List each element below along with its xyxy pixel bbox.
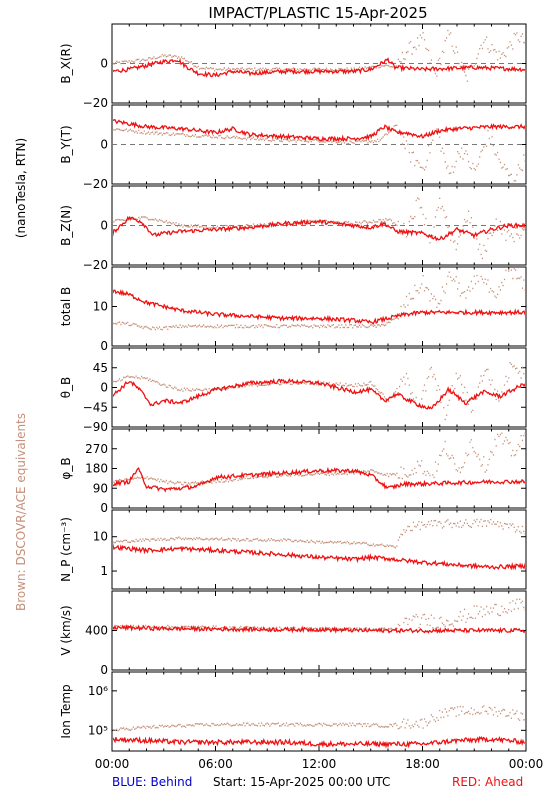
x-tick-label: 12:00 xyxy=(302,757,337,771)
panel-frame xyxy=(111,428,527,509)
series-brown-dots xyxy=(113,432,525,486)
series-ahead-line xyxy=(113,735,525,749)
y-axis-label: Ion Temp xyxy=(59,684,73,738)
panel-frame xyxy=(111,671,527,752)
panel-np: 10 1 N_P (cm⁻³) xyxy=(59,509,527,590)
y-tick-label: −20 xyxy=(83,96,108,110)
y-tick-label: 45 xyxy=(93,361,108,375)
series-ahead-line xyxy=(113,466,525,493)
x-tick-label: 00:00 xyxy=(95,757,130,771)
series-brown-dots xyxy=(113,197,525,260)
series-brown-dots xyxy=(113,362,525,421)
y-tick-label: 0 xyxy=(100,663,108,677)
y-tick-label: 90 xyxy=(93,481,108,495)
series-group xyxy=(113,362,525,421)
y-tick-label: 270 xyxy=(85,442,108,456)
series-group xyxy=(113,705,525,749)
y-axis-label: B_Z(N) xyxy=(59,205,73,246)
series-brown-dots xyxy=(113,268,525,331)
panel-theta: 45 0 −45 −90 θ_B xyxy=(59,347,527,434)
panel-bt: 10 0 total B xyxy=(59,266,527,353)
series-group xyxy=(113,118,525,183)
panel-bx: 0 −20 B_X(R) xyxy=(59,23,527,110)
series-group xyxy=(113,598,525,634)
y-tick-label: 0 xyxy=(100,57,108,71)
y-tick-label: 10 xyxy=(93,300,108,314)
y-tick-label: 10⁶ xyxy=(88,684,108,698)
chart-title: IMPACT/PLASTIC 15-Apr-2025 xyxy=(208,4,427,22)
series-ahead-line xyxy=(113,377,525,410)
footer-ahead: RED: Ahead xyxy=(452,775,523,789)
y-tick-label: 1 xyxy=(100,564,108,578)
series-brown-dots xyxy=(113,124,525,183)
series-group xyxy=(113,29,525,82)
y-tick-label: 0 xyxy=(100,501,108,515)
y-axis-label: N_P (cm⁻³) xyxy=(59,517,73,582)
footer-behind: BLUE: Behind xyxy=(112,775,192,789)
x-axis: 00:00 06:00 12:00 18:00 00:00 xyxy=(95,757,544,771)
y-tick-label: 0 xyxy=(100,138,108,152)
y-tick-label: 10⁵ xyxy=(88,723,108,737)
x-tick-label: 06:00 xyxy=(198,757,233,771)
series-ahead-line xyxy=(113,118,525,143)
y-tick-label: −20 xyxy=(83,258,108,272)
series-ahead-line xyxy=(113,289,525,325)
x-tick-label: 18:00 xyxy=(405,757,440,771)
panel-frame xyxy=(111,266,527,347)
series-ahead-line xyxy=(113,215,525,242)
y-axis-label: θ_B xyxy=(59,377,73,399)
y-tick-label: 180 xyxy=(85,462,108,476)
y-axis-label: B_Y(T) xyxy=(59,125,73,163)
series-group xyxy=(113,197,525,260)
series-group xyxy=(113,268,525,331)
y-axis-label: B_X(R) xyxy=(59,43,73,83)
brown-legend-label: Brown: DSCOVR/ACE equivalents xyxy=(14,413,28,611)
panel-phi: 270 180 90 0 φ_B xyxy=(59,428,527,515)
y-tick-label: 0 xyxy=(100,339,108,353)
y-tick-label: 0 xyxy=(100,219,108,233)
series-group xyxy=(113,518,525,571)
panel-temp: 10⁶ 10⁵ Ion Temp xyxy=(59,671,527,752)
y-axis-label: total B xyxy=(59,287,73,327)
footer-start: Start: 15-Apr-2025 00:00 UTC xyxy=(213,775,390,789)
series-brown-dots xyxy=(113,518,525,549)
units-label: (nanoTesla, RTN) xyxy=(14,138,28,238)
y-tick-label: −45 xyxy=(83,400,108,414)
series-ahead-line xyxy=(113,57,525,78)
panel-v: 400 0 V (km/s) xyxy=(59,590,527,677)
series-ahead-line xyxy=(113,543,525,571)
series-brown-dots xyxy=(113,598,525,632)
series-ahead-line xyxy=(113,624,525,634)
panel-bz: 0 −20 B_Z(N) xyxy=(59,185,527,272)
x-tick-label: 00:00 xyxy=(509,757,544,771)
series-group xyxy=(113,432,525,493)
y-axis-label: V (km/s) xyxy=(59,605,73,655)
y-tick-label: 10 xyxy=(93,530,108,544)
y-tick-label: 400 xyxy=(85,624,108,638)
y-tick-label: 0 xyxy=(100,381,108,395)
series-brown-dots xyxy=(113,705,525,732)
y-tick-label: −20 xyxy=(83,177,108,191)
panel-by: 0 −20 B_Y(T) xyxy=(59,104,527,191)
y-axis-label: φ_B xyxy=(59,457,73,479)
y-tick-label: −90 xyxy=(83,420,108,434)
